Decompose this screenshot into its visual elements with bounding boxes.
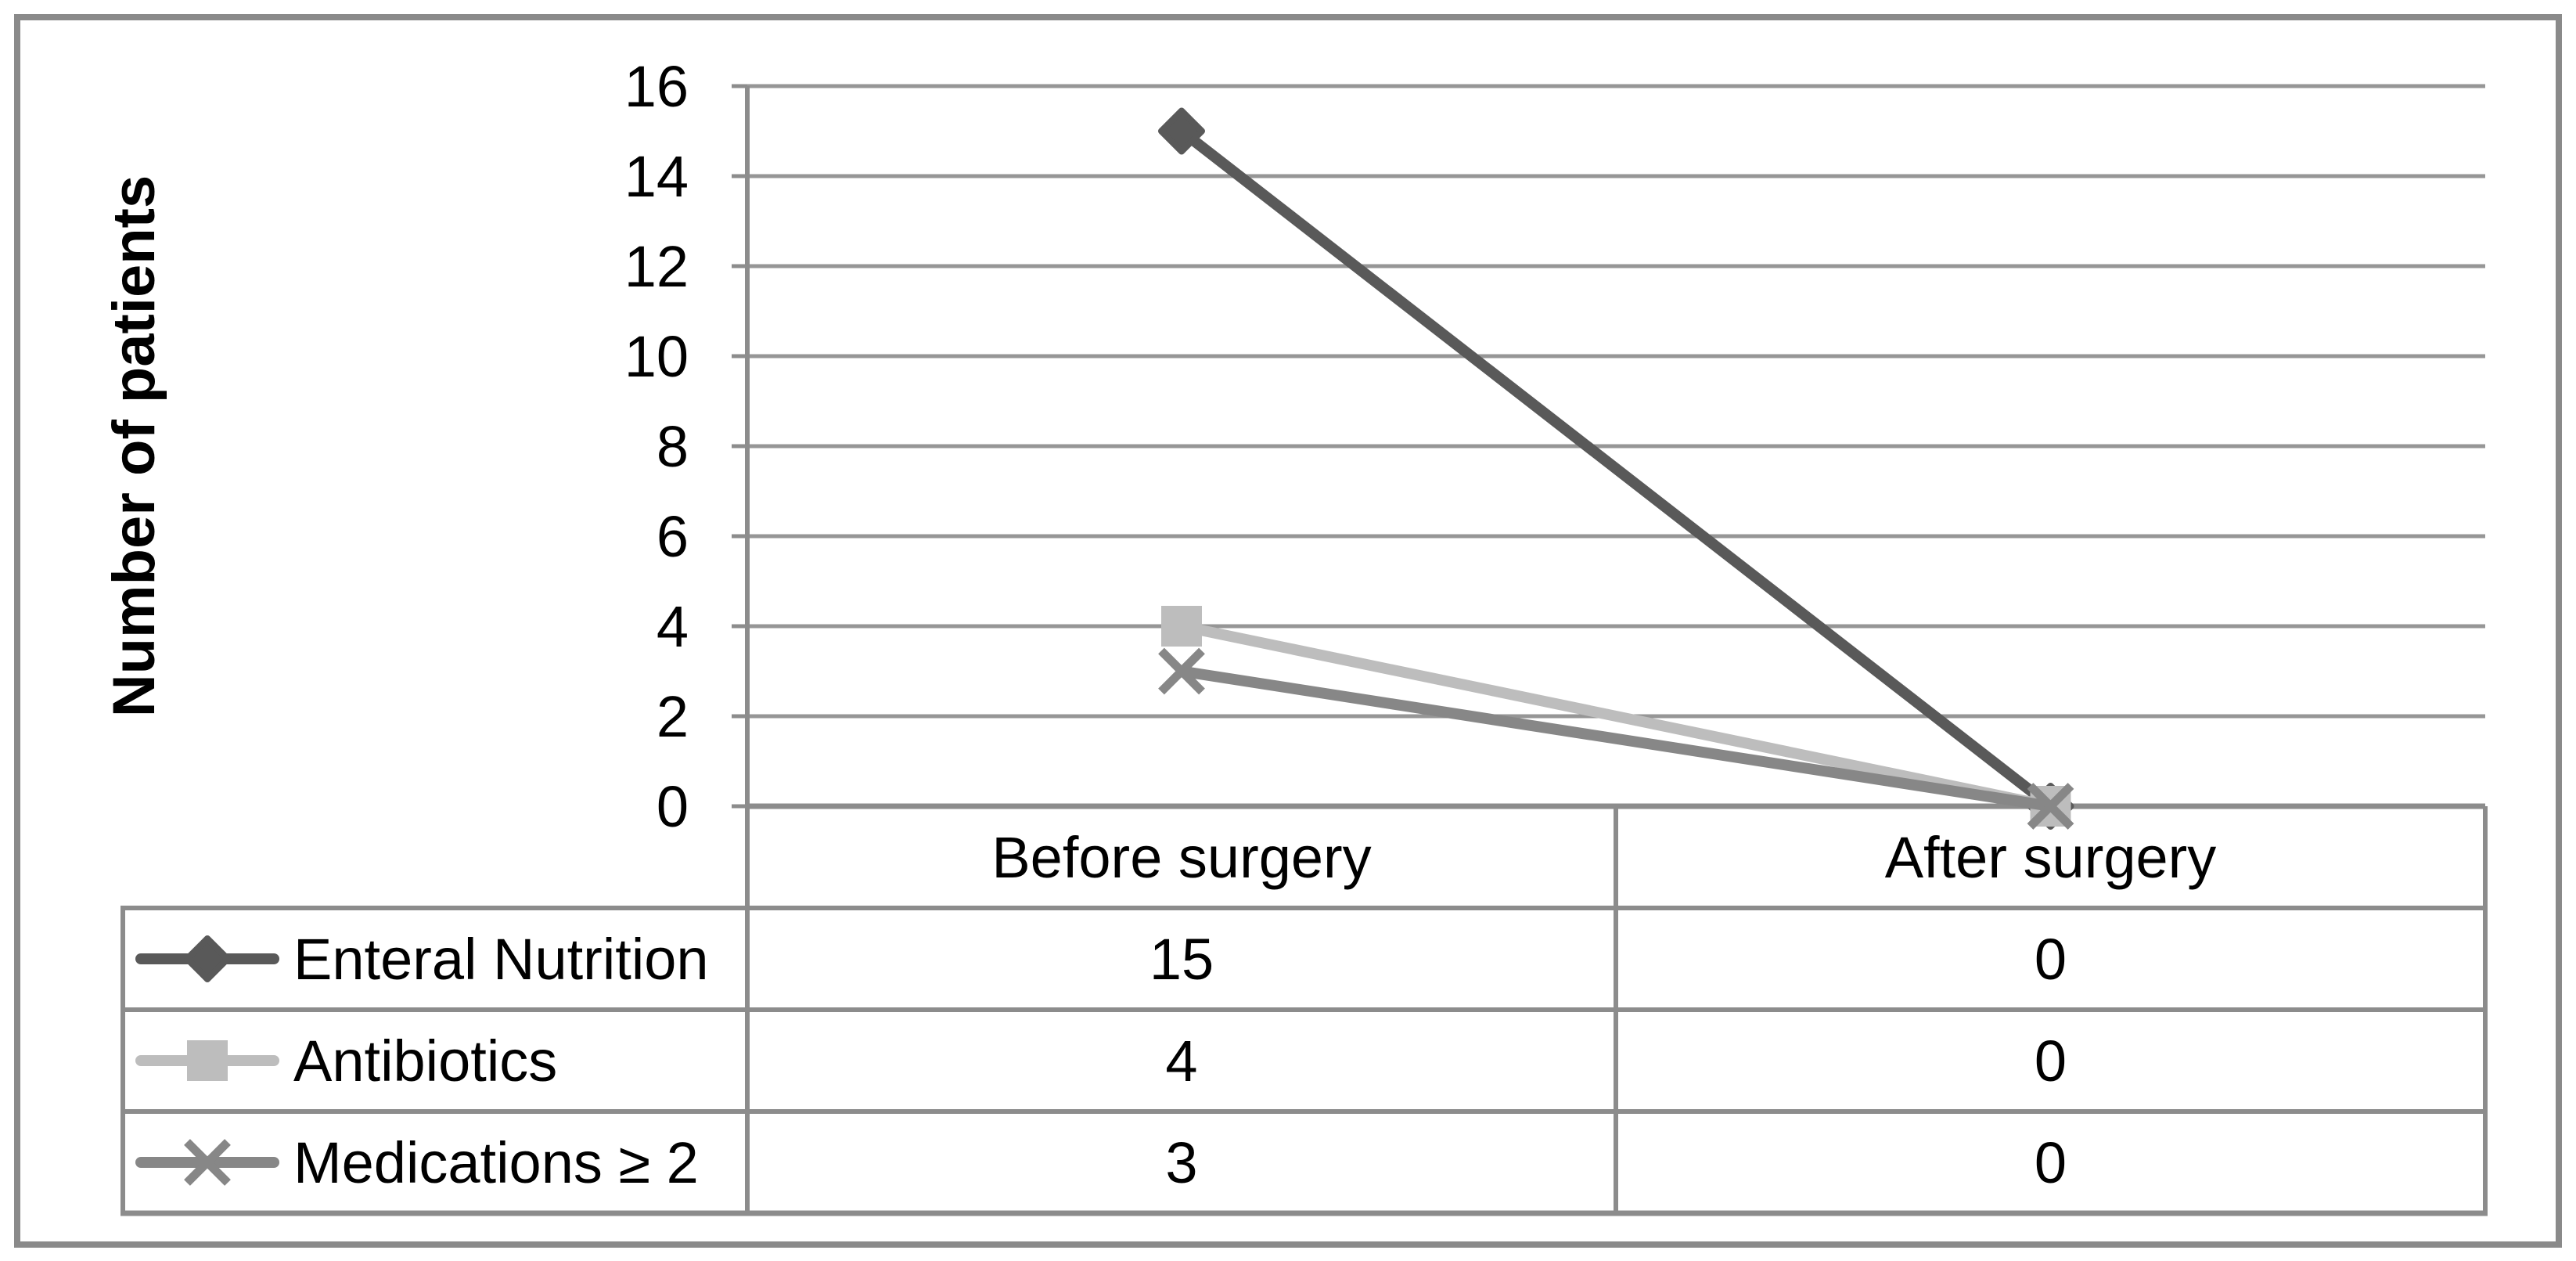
table-value-antibiotics-before-surgery: 4 [1165, 1029, 1197, 1093]
series-marker-x-medications-2-1 [2027, 783, 2074, 830]
y-tick-label-12: 12 [624, 234, 689, 299]
legend-label-medications-2: Medications ≥ 2 [293, 1130, 699, 1195]
legend-key-marker-antibiotics [187, 1040, 228, 1081]
table-value-antibiotics-after-surgery: 0 [2035, 1029, 2067, 1093]
y-tick-label-16: 16 [624, 54, 689, 119]
category-header-before-surgery: Before surgery [991, 825, 1371, 890]
y-tick-label-14: 14 [624, 144, 689, 209]
y-tick-label-4: 4 [657, 594, 689, 659]
table-value-enteral-nutrition-after-surgery: 0 [2035, 927, 2067, 992]
series-line-antibiotics [1180, 621, 2052, 812]
y-tick-label-2: 2 [657, 684, 689, 749]
table-value-enteral-nutrition-before-surgery: 15 [1149, 927, 1214, 992]
category-header-after-surgery: After surgery [1885, 825, 2217, 890]
series-marker-square-antibiotics-0 [1161, 606, 1202, 647]
y-tick-label-8: 8 [657, 414, 689, 479]
legend-label-antibiotics: Antibiotics [293, 1029, 557, 1093]
series-marker-x-medications-2-0 [1158, 647, 1205, 695]
y-tick-label-6: 6 [657, 504, 689, 569]
y-tick-label-0: 0 [657, 774, 689, 839]
series-marker-diamond-enteral-nutrition-0 [1158, 107, 1205, 155]
y-tick-label-10: 10 [624, 324, 689, 389]
table-value-medications-2-before-surgery: 3 [1165, 1130, 1197, 1195]
legend-label-enteral-nutrition: Enteral Nutrition [293, 927, 709, 992]
legend-key-marker-medications-2 [184, 1139, 231, 1186]
table-value-medications-2-after-surgery: 0 [2035, 1130, 2067, 1195]
series-line-medications-2 [1180, 665, 2052, 812]
legend-key-marker-enteral-nutrition [184, 935, 231, 982]
series-line-enteral-nutrition [1178, 126, 2054, 811]
